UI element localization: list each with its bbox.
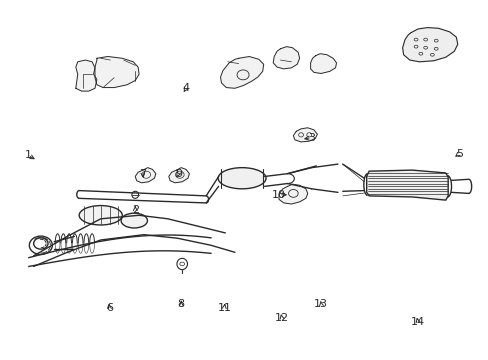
Text: 2: 2 — [131, 205, 139, 215]
Text: 8: 8 — [177, 299, 184, 309]
Text: 7: 7 — [139, 168, 146, 179]
Ellipse shape — [218, 168, 265, 189]
Polygon shape — [310, 54, 336, 73]
Polygon shape — [168, 168, 189, 183]
Text: 5: 5 — [455, 149, 462, 158]
Polygon shape — [273, 47, 299, 69]
Polygon shape — [95, 57, 139, 87]
Text: 14: 14 — [410, 317, 424, 327]
Polygon shape — [220, 57, 263, 88]
Text: 13: 13 — [313, 299, 327, 309]
Polygon shape — [402, 28, 457, 62]
Text: 10: 10 — [271, 190, 285, 200]
Text: 1: 1 — [24, 150, 31, 160]
Polygon shape — [76, 60, 97, 91]
Polygon shape — [293, 128, 317, 142]
Polygon shape — [279, 184, 307, 204]
Polygon shape — [135, 168, 156, 183]
Ellipse shape — [79, 206, 122, 225]
Text: 6: 6 — [105, 303, 113, 313]
Text: 3: 3 — [307, 133, 314, 143]
Polygon shape — [366, 170, 447, 200]
Text: 12: 12 — [274, 313, 288, 323]
Text: 11: 11 — [217, 303, 231, 313]
Text: 9: 9 — [174, 168, 182, 179]
Ellipse shape — [121, 213, 147, 228]
Text: 4: 4 — [182, 83, 189, 93]
